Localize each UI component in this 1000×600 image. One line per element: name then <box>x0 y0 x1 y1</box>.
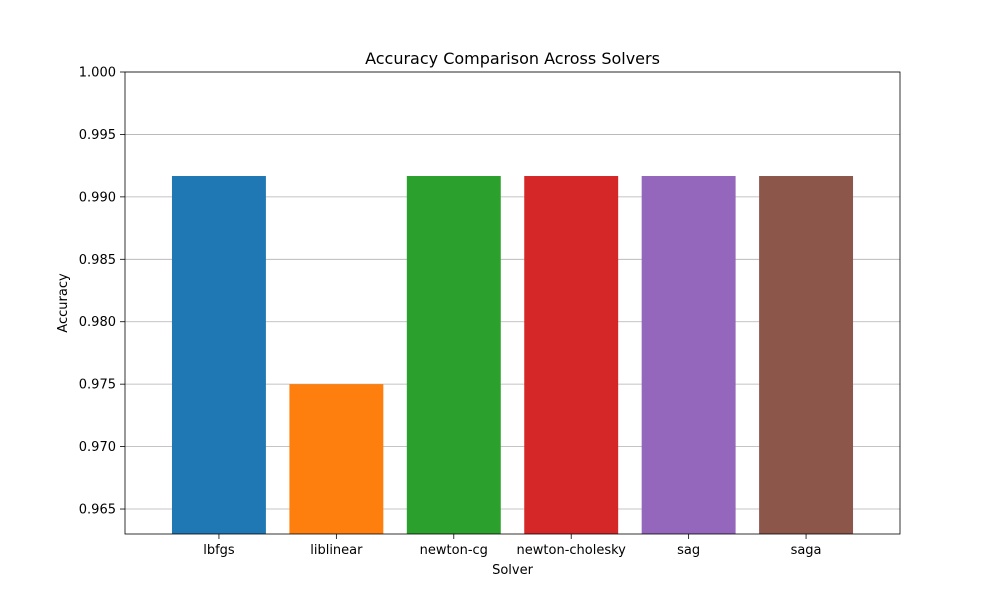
y-tick-label: 0.990 <box>79 190 116 205</box>
y-tick-label: 0.980 <box>79 315 116 330</box>
y-axis-label: Accuracy <box>56 273 71 333</box>
y-tick-label: 0.995 <box>79 128 116 143</box>
x-tick-label: saga <box>791 543 822 558</box>
y-tick-label: 0.975 <box>79 378 116 393</box>
y-tick-label: 0.970 <box>79 440 116 455</box>
x-tick-label: sag <box>677 543 700 558</box>
plot-frame <box>124 71 901 535</box>
x-axis-label: Solver <box>492 563 534 578</box>
bar-lbfgs <box>171 176 266 534</box>
axes <box>124 71 901 535</box>
x-tick-label: liblinear <box>310 543 363 558</box>
x-tick-label: newton-cg <box>420 543 488 558</box>
bar-newton-cg <box>406 176 501 534</box>
y-tick-label: 0.985 <box>79 253 116 268</box>
bar-liblinear <box>289 384 384 534</box>
x-tick-label: lbfgs <box>203 543 235 558</box>
chart-title: Accuracy Comparison Across Solvers <box>365 49 660 68</box>
y-axis-ticks: 0.965 0.970 0.975 0.980 0.985 0.990 0.995 1.000 <box>79 66 125 518</box>
y-tick-label: 1.000 <box>79 66 116 81</box>
x-axis-ticks: lbfgs liblinear newton-cg newton-cholesky sa… <box>203 534 822 558</box>
x-tick-label: newton-cholesky <box>517 543 627 558</box>
bar-newton-cholesky <box>524 176 619 534</box>
bars <box>171 176 854 534</box>
y-tick-label: 0.965 <box>79 503 116 518</box>
bar-saga <box>759 176 854 534</box>
bar-sag <box>641 176 736 534</box>
